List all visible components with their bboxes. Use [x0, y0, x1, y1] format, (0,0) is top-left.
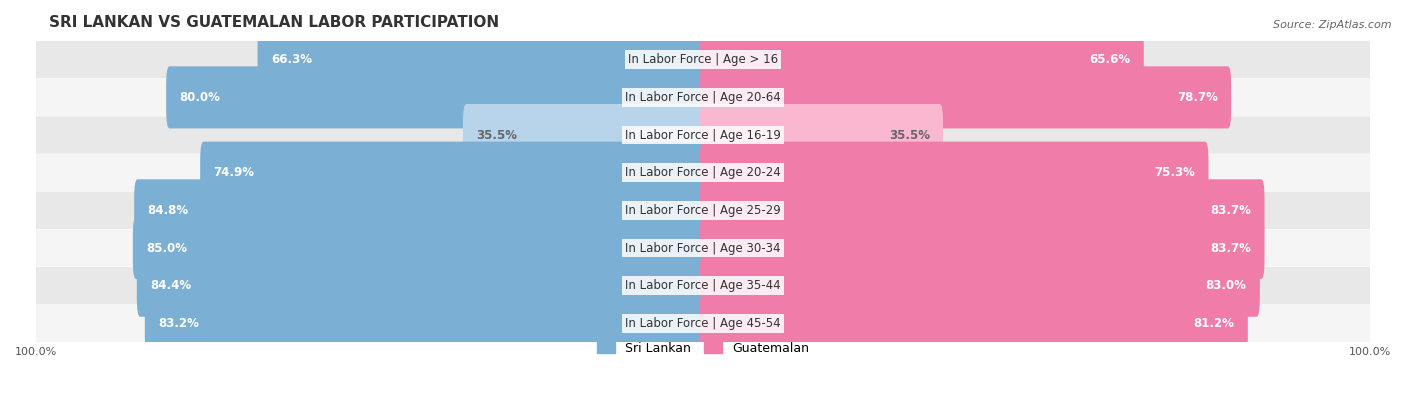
FancyBboxPatch shape	[134, 179, 706, 241]
FancyBboxPatch shape	[257, 29, 706, 91]
Text: 66.3%: 66.3%	[271, 53, 312, 66]
Text: In Labor Force | Age 25-29: In Labor Force | Age 25-29	[626, 204, 780, 217]
Text: 65.6%: 65.6%	[1090, 53, 1130, 66]
Text: In Labor Force | Age 20-24: In Labor Force | Age 20-24	[626, 166, 780, 179]
FancyBboxPatch shape	[700, 104, 943, 166]
FancyBboxPatch shape	[700, 255, 1260, 317]
Text: 83.7%: 83.7%	[1211, 204, 1251, 217]
FancyBboxPatch shape	[37, 154, 1369, 191]
Text: 74.9%: 74.9%	[214, 166, 254, 179]
FancyBboxPatch shape	[37, 117, 1369, 154]
Text: In Labor Force | Age 35-44: In Labor Force | Age 35-44	[626, 279, 780, 292]
FancyBboxPatch shape	[37, 267, 1369, 304]
FancyBboxPatch shape	[700, 292, 1249, 354]
Text: 80.0%: 80.0%	[180, 91, 221, 104]
FancyBboxPatch shape	[37, 41, 1369, 78]
Text: In Labor Force | Age 20-64: In Labor Force | Age 20-64	[626, 91, 780, 104]
FancyBboxPatch shape	[37, 79, 1369, 116]
FancyBboxPatch shape	[166, 66, 706, 128]
Text: SRI LANKAN VS GUATEMALAN LABOR PARTICIPATION: SRI LANKAN VS GUATEMALAN LABOR PARTICIPA…	[49, 15, 499, 30]
FancyBboxPatch shape	[132, 217, 706, 279]
Text: Source: ZipAtlas.com: Source: ZipAtlas.com	[1274, 20, 1392, 30]
Text: 81.2%: 81.2%	[1194, 317, 1234, 330]
Text: 84.4%: 84.4%	[150, 279, 191, 292]
FancyBboxPatch shape	[200, 142, 706, 204]
Text: 83.7%: 83.7%	[1211, 241, 1251, 254]
Text: In Labor Force | Age 45-54: In Labor Force | Age 45-54	[626, 317, 780, 330]
Text: In Labor Force | Age 16-19: In Labor Force | Age 16-19	[626, 128, 780, 141]
Text: 35.5%: 35.5%	[889, 128, 929, 141]
FancyBboxPatch shape	[700, 179, 1264, 241]
FancyBboxPatch shape	[37, 192, 1369, 229]
Text: In Labor Force | Age 30-34: In Labor Force | Age 30-34	[626, 241, 780, 254]
Text: 35.5%: 35.5%	[477, 128, 517, 141]
Text: 75.3%: 75.3%	[1154, 166, 1195, 179]
FancyBboxPatch shape	[463, 104, 706, 166]
FancyBboxPatch shape	[136, 255, 706, 317]
FancyBboxPatch shape	[700, 217, 1264, 279]
Text: 83.2%: 83.2%	[157, 317, 200, 330]
Legend: Sri Lankan, Guatemalan: Sri Lankan, Guatemalan	[592, 337, 814, 360]
Text: 85.0%: 85.0%	[146, 241, 187, 254]
FancyBboxPatch shape	[145, 292, 706, 354]
Text: 78.7%: 78.7%	[1177, 91, 1218, 104]
FancyBboxPatch shape	[700, 66, 1232, 128]
FancyBboxPatch shape	[700, 142, 1209, 204]
FancyBboxPatch shape	[700, 29, 1144, 91]
Text: 83.0%: 83.0%	[1205, 279, 1247, 292]
FancyBboxPatch shape	[37, 305, 1369, 342]
FancyBboxPatch shape	[37, 229, 1369, 267]
Text: In Labor Force | Age > 16: In Labor Force | Age > 16	[628, 53, 778, 66]
Text: 84.8%: 84.8%	[148, 204, 188, 217]
